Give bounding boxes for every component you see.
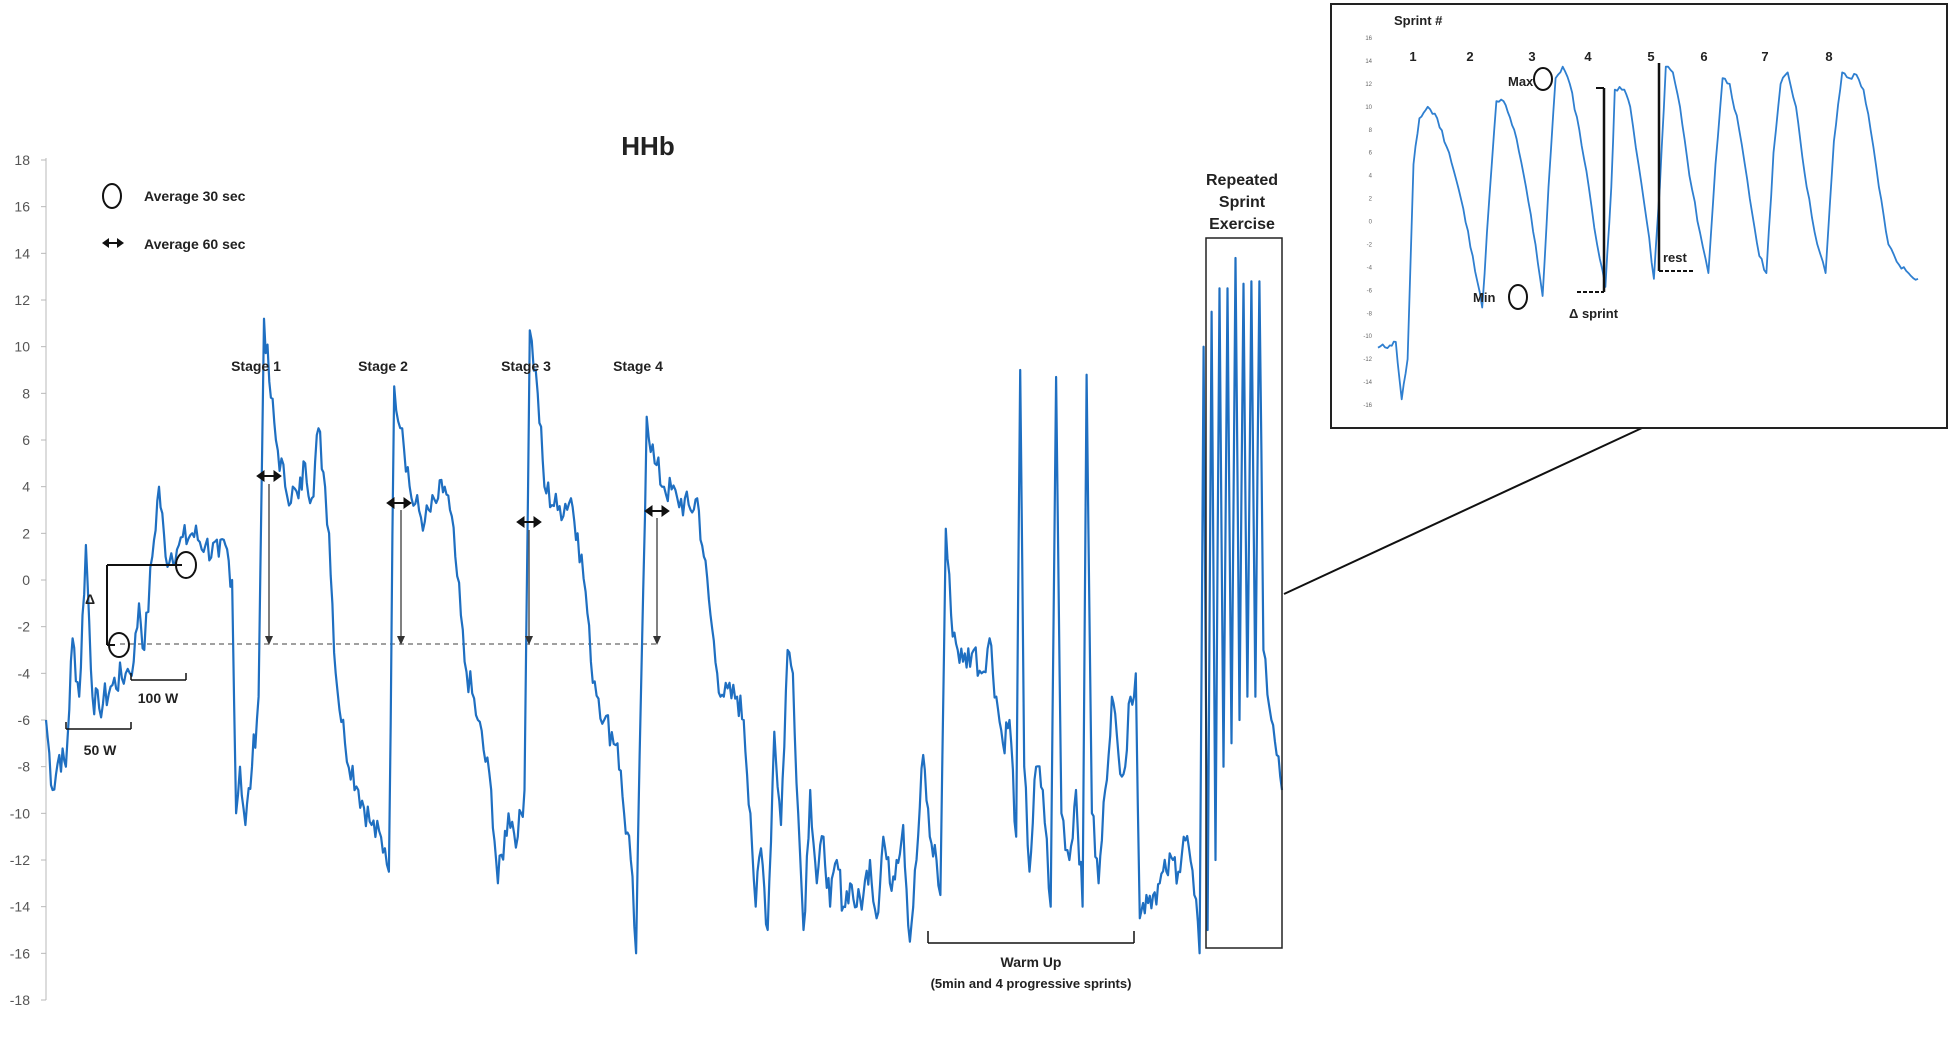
y-tick-label: -6 <box>18 712 31 728</box>
inset-chart: Sprint # 1614121086420-2-4-6-8-10-12-14-… <box>1330 3 1948 429</box>
inset-max-label: Max <box>1508 74 1534 89</box>
stage-2-label: Stage 2 <box>358 358 408 374</box>
hhb-series-line <box>44 256 1284 955</box>
inset-y-tick-label: -4 <box>1367 265 1373 271</box>
bracket-50w <box>65 722 132 730</box>
inset-y-tick-label: 16 <box>1365 36 1372 42</box>
y-tick-label: -12 <box>10 852 30 868</box>
rse-label-line-3: Exercise <box>1209 216 1275 233</box>
inset-y-tick-label: -6 <box>1367 288 1373 294</box>
bracket-100w-label: 100 W <box>138 690 179 706</box>
inset-sprint-number-8: 8 <box>1825 49 1832 64</box>
inset-rest-label: rest <box>1663 250 1688 265</box>
legend: Average 30 sec Average 60 sec <box>102 183 246 252</box>
zoom-connector-line <box>1283 427 1643 595</box>
stage-1-label: Stage 1 <box>231 358 281 374</box>
rse-label-line-1: Repeated <box>1206 172 1278 189</box>
bracket-100w <box>130 673 187 681</box>
y-tick-label: 10 <box>14 339 30 355</box>
inset-y-tick-label: -10 <box>1363 334 1372 340</box>
inset-sprint-number-7: 7 <box>1761 49 1768 64</box>
bracket-50w-label: 50 W <box>84 742 117 758</box>
legend-circle-icon <box>102 183 122 209</box>
inset-y-tick-label: -12 <box>1363 357 1372 363</box>
inset-y-tick-label: 2 <box>1369 197 1373 203</box>
warmup-bracket <box>927 931 1135 944</box>
inset-sprint-number-3: 3 <box>1528 49 1535 64</box>
inset-sprint-number-6: 6 <box>1700 49 1707 64</box>
y-tick-label: -4 <box>18 665 31 681</box>
warmup-label: Warm Up <box>1001 954 1062 970</box>
inset-y-tick-label: 8 <box>1369 128 1373 134</box>
avg30-circle-icon-50w <box>108 632 130 658</box>
y-tick-label: -16 <box>10 945 30 961</box>
y-tick-label: 6 <box>22 432 30 448</box>
inset-y-tick-label: 0 <box>1369 220 1373 226</box>
legend-entry-avg30: Average 30 sec <box>144 188 246 204</box>
y-tick-label: 8 <box>22 385 30 401</box>
y-tick-label: -14 <box>10 899 30 915</box>
inset-y-tick-label: -14 <box>1363 380 1372 386</box>
y-tick-label: -18 <box>10 992 30 1008</box>
inset-min-circle-icon <box>1508 284 1528 310</box>
warmup-sublabel: (5min and 4 progressive sprints) <box>931 976 1132 991</box>
y-tick-label: 12 <box>14 292 30 308</box>
y-tick-label: 14 <box>14 245 30 261</box>
inset-sprint-number-5: 5 <box>1647 49 1654 64</box>
inset-sprint-number-2: 2 <box>1466 49 1473 64</box>
inset-frame <box>1330 3 1948 429</box>
stage-3-label: Stage 3 <box>501 358 551 374</box>
inset-y-tick-label: 6 <box>1369 151 1373 157</box>
legend-entry-avg60: Average 60 sec <box>144 236 246 252</box>
stage-4-average-marker <box>644 505 670 645</box>
main-chart: HHb 18 16 14 12 10 8 6 4 2 0 -2 -4 -6 -8 -10 -12 -14 -16 -… <box>10 131 1284 1008</box>
stage-3-average-marker <box>516 516 542 645</box>
inset-y-tick-label: -2 <box>1367 242 1373 248</box>
inset-sprint-series-line <box>1377 65 1919 401</box>
inset-delta-sprint-bracket <box>1577 87 1606 293</box>
y-tick-label: 18 <box>14 152 30 168</box>
avg30-circle-icon-100w <box>175 551 197 579</box>
y-tick-label: -10 <box>10 805 30 821</box>
y-tick-label: 2 <box>22 525 30 541</box>
y-tick-label: 0 <box>22 572 30 588</box>
inset-y-tick-label: 12 <box>1365 82 1372 88</box>
y-tick-label: -8 <box>18 759 31 775</box>
rse-label-line-2: Sprint <box>1219 194 1266 211</box>
inset-sprint-numbers: 1 2 3 4 5 6 7 8 <box>1409 49 1832 64</box>
y-tick-label: 4 <box>22 479 30 495</box>
inset-max-circle-icon <box>1533 67 1553 91</box>
inset-sprint-number-1: 1 <box>1409 49 1416 64</box>
inset-y-tick-label: 14 <box>1365 59 1372 65</box>
repeated-sprint-box <box>1205 237 1283 949</box>
legend-double-arrow-icon <box>102 238 124 248</box>
stage-2-average-marker <box>386 497 412 645</box>
inset-min-label: Min <box>1473 290 1495 305</box>
inset-y-tick-label: -16 <box>1363 403 1372 409</box>
y-tick-label: -2 <box>18 619 31 635</box>
inset-y-tick-label: 4 <box>1369 174 1373 180</box>
inset-sprint-number-4: 4 <box>1584 49 1592 64</box>
inset-delta-sprint-label: Δ sprint <box>1569 306 1619 321</box>
y-tick-label: 16 <box>14 199 30 215</box>
inset-title: Sprint # <box>1394 13 1443 28</box>
inset-rest-bracket <box>1657 63 1693 272</box>
inset-y-tick-label: -8 <box>1367 311 1373 317</box>
stage-4-label: Stage 4 <box>613 358 663 374</box>
inset-y-axis-ticks: 16 14 12 10 8 6 4 2 0 -2 -4 -6 -8 -10 -12 -14 -16 <box>1363 36 1372 409</box>
inset-y-tick-label: 10 <box>1365 105 1372 111</box>
delta-label: Δ <box>85 591 95 607</box>
y-axis-ticks: 18 16 14 12 10 8 6 4 2 0 -2 -4 -6 -8 -10 -12 -14 -16 -18 <box>10 152 46 1008</box>
main-chart-title: HHb <box>621 131 674 161</box>
stage-1-average-marker <box>256 470 282 645</box>
